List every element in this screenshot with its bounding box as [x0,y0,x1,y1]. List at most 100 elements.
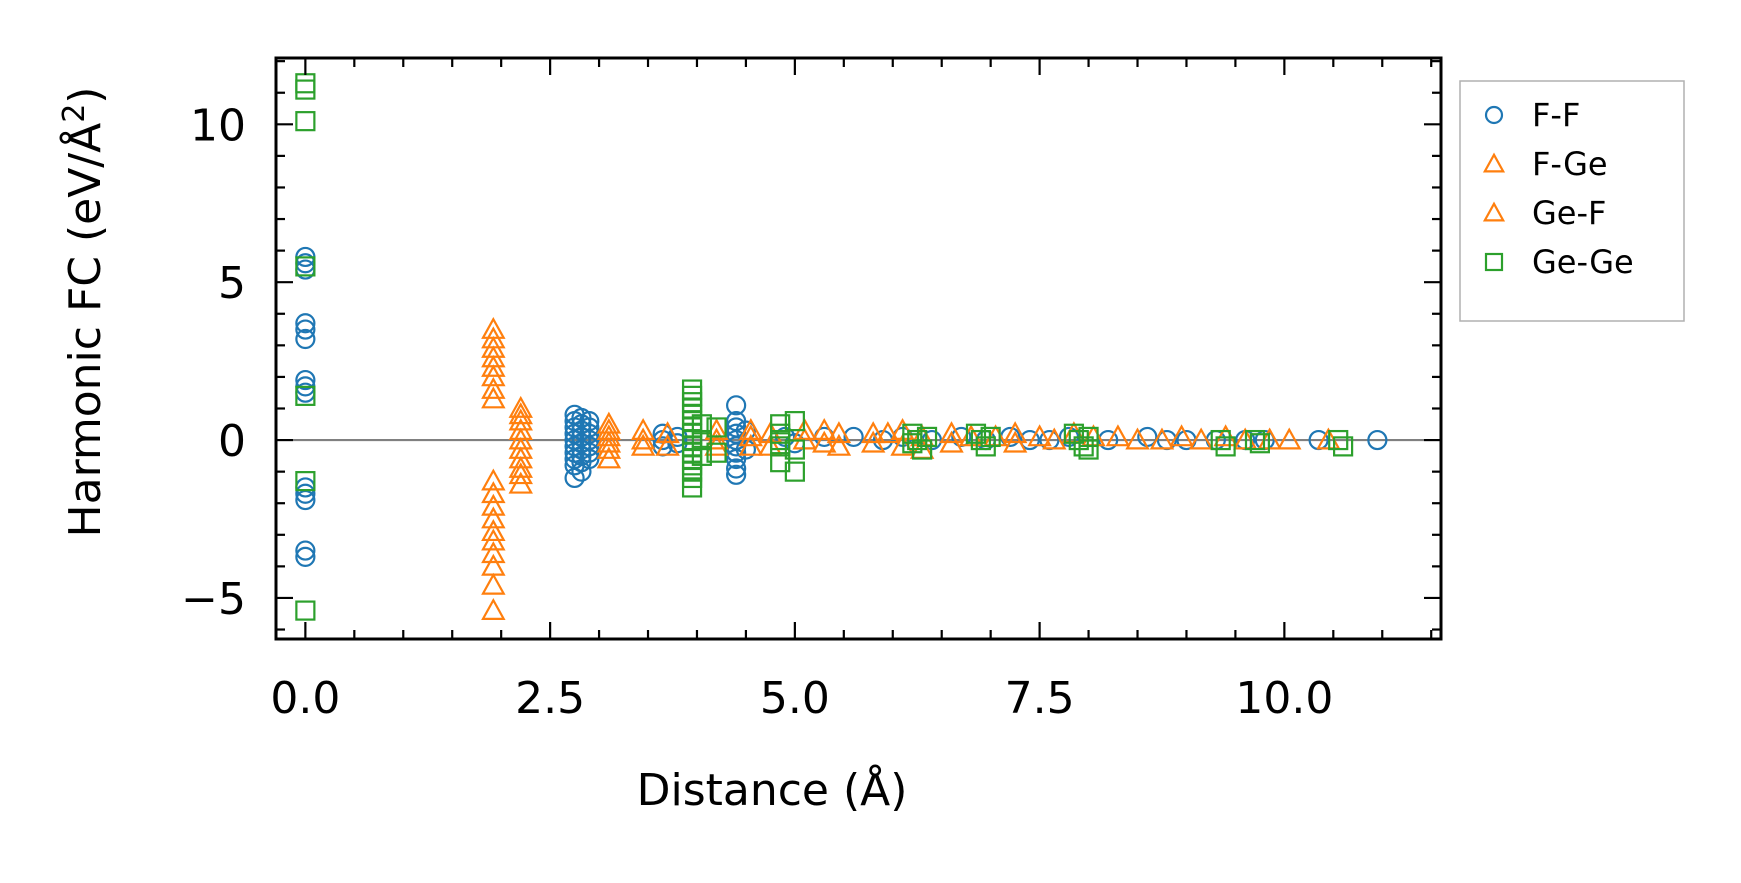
axes-frame [274,56,1443,641]
data-point [295,111,316,132]
data-point [1210,429,1231,451]
series-f-ge [481,316,680,620]
data-point [1042,427,1067,450]
data-point [1098,429,1119,451]
data-point [630,427,656,450]
data-point [1244,429,1266,451]
data-point [508,455,533,478]
x-tick-label: 10.0 [1235,673,1333,724]
data-point [1333,436,1354,457]
data-point [295,385,316,406]
y-tick-label: 0 [218,416,246,467]
y-axis-title-close: ) [60,87,111,104]
data-point [508,402,533,425]
data-point [860,421,886,444]
data-point [481,354,506,377]
data-point [295,79,316,100]
y-axis-title: Harmonic FC (eV/Å2) [57,87,111,538]
legend-label: Ge-Ge [1532,243,1634,281]
data-point [655,433,680,456]
data-point [481,468,506,491]
data-point [738,424,764,447]
data-point [1277,427,1302,450]
data-point [1002,430,1028,453]
data-points-layer [295,73,1388,621]
data-point [295,600,316,621]
data-point [980,426,1001,448]
data-point [295,313,316,334]
data-point [912,439,933,460]
data-point [691,445,712,466]
legend-label: Ge-F [1532,194,1606,232]
data-point [916,426,938,448]
data-point [706,417,727,438]
data-point [826,433,852,456]
legend-box [1459,80,1685,322]
y-tick-label: −5 [181,574,246,625]
data-point [812,417,837,440]
data-point [295,328,316,350]
data-point [481,364,506,387]
data-point [1105,424,1131,447]
data-point [481,572,506,595]
data-point [508,446,533,469]
x-tick-label: 2.5 [515,673,585,724]
series-ge-ge [295,73,1354,621]
data-point [596,446,622,469]
data-point [784,439,805,460]
data-point [1078,426,1099,448]
data-point [481,493,506,516]
data-point [630,433,656,456]
legend: F-F F-Ge Ge-F Ge-Ge [1459,80,1685,322]
data-point [295,471,316,492]
data-point [295,369,316,391]
x-tick-labels: 0.0 2.5 5.0 7.5 10.0 [270,673,1333,724]
data-point [1169,424,1194,447]
data-point [596,430,622,453]
data-point [691,429,712,451]
data-point [481,376,506,399]
data-point [295,256,316,277]
data-point [735,439,757,460]
data-point [726,395,747,416]
data-point [826,421,852,444]
data-point [481,528,506,551]
data-point [681,477,703,498]
x-tick-label: 5.0 [760,673,830,724]
data-point [706,442,727,463]
x-tick-label: 7.5 [1005,673,1075,724]
legend-marker [1484,252,1504,272]
data-point [579,448,600,470]
data-point [295,319,316,340]
legend-marker [1484,105,1504,125]
data-point [1019,429,1040,451]
data-point [481,597,506,620]
data-point [738,433,764,456]
data-point [481,506,506,529]
data-point [295,540,316,561]
y-tick-label: 5 [218,258,246,309]
data-point [596,424,622,447]
legend-label: F-F [1532,96,1580,134]
data-point [843,426,864,448]
plot-area [274,56,1443,641]
data-point [738,417,764,440]
data-point [508,462,533,485]
data-point [1215,436,1236,457]
data-point [939,421,964,444]
data-point [481,541,506,564]
data-point [1249,433,1270,454]
data-point [481,519,506,542]
data-point [295,483,316,504]
data-point [784,461,805,482]
data-point [770,436,791,457]
data-point [508,395,533,418]
data-point [691,414,712,435]
data-point [579,442,600,463]
data-point [1149,427,1175,450]
data-point [726,458,747,479]
data-point [579,436,600,457]
data-point [655,421,680,444]
data-point [1002,421,1028,444]
x-tick-label: 0.0 [270,673,340,724]
